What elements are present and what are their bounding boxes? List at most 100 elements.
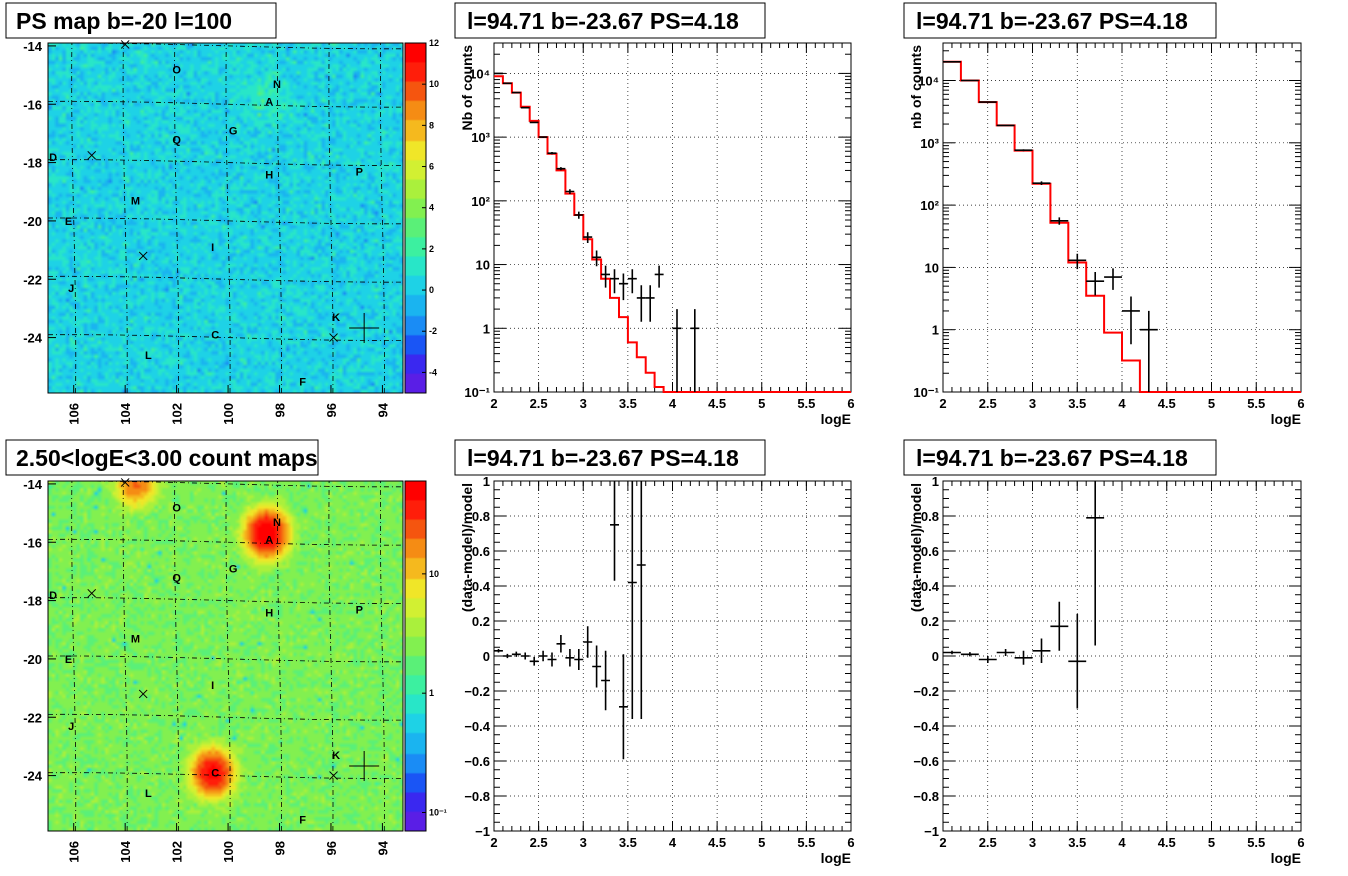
source-label: I: [211, 242, 214, 254]
data-point-errorbar: [619, 273, 628, 301]
plot-frame: [942, 480, 1302, 832]
y-axis-title: Nb of counts: [459, 45, 475, 131]
colorbar-tick-label: 8: [429, 120, 434, 130]
data-point-errorbar: [1068, 614, 1087, 709]
x-tick-label: 102: [170, 841, 185, 863]
source-label: A: [265, 534, 273, 546]
source-label: H: [265, 607, 273, 619]
data-point-errorbar: [538, 650, 548, 662]
x-tick-label: 102: [170, 403, 185, 425]
known-source-cross-marker: [329, 333, 338, 342]
x-tick-label: 4.5: [708, 835, 726, 850]
spectrum-fine-panel: l=94.71 b=-23.67 PS=4.18 2 2.5 3 3.5 4 4.5 5 5.…: [454, 2, 855, 427]
data-point-errorbar: [627, 481, 637, 719]
data-point-errorbar: [1086, 272, 1105, 296]
x-tick-label: 5.5: [1247, 835, 1265, 850]
y-tick-label: -16: [23, 535, 42, 550]
data-point-errorbar: [538, 136, 548, 138]
y-tick-label: −1: [475, 824, 490, 839]
count-map-heatmap: [48, 481, 403, 831]
source-label: K: [332, 312, 340, 324]
data-point-errorbar: [565, 649, 575, 667]
source-label: F: [299, 814, 306, 826]
data-point-errorbar: [960, 79, 979, 82]
source-label: I: [211, 680, 214, 692]
ps-map-overlay: O NA Q G D H P M E I J K C L F: [47, 40, 404, 394]
data-point-errorbar: [520, 106, 530, 109]
data-point-errorbar: [645, 285, 655, 322]
y-tick-label: -14: [23, 39, 43, 54]
colorbar-tick-label: 10: [429, 569, 439, 579]
target-position-marker: [349, 750, 380, 781]
colorbar-tick-label: 2: [429, 244, 434, 254]
known-source-cross-marker: [138, 251, 148, 261]
x-axis-title: logE: [821, 411, 851, 427]
x-tick-label: 2.5: [530, 835, 548, 850]
data-point-errorbar: [1014, 650, 1033, 665]
map-grid-meridian: [380, 42, 385, 394]
y-tick-label: -24: [23, 769, 43, 784]
y-tick-label: −0.4: [913, 719, 939, 734]
data-point-errorbar: [636, 481, 646, 719]
y-tick-label: 1: [483, 321, 490, 336]
source-label: F: [299, 376, 306, 388]
x-tick-label: 4.5: [1158, 396, 1176, 411]
known-source-cross-marker: [138, 689, 148, 699]
x-tick-label: 3: [1029, 396, 1036, 411]
plot-frame: [493, 480, 852, 832]
map-grid-meridian: [225, 42, 231, 394]
source-label: O: [172, 502, 181, 514]
map-grid-meridian: [380, 480, 385, 832]
data-point-errorbar: [627, 269, 637, 294]
data-point-errorbar: [583, 232, 593, 243]
y-tick-label: −0.6: [464, 754, 490, 769]
x-tick-label: 3.5: [619, 396, 637, 411]
source-label: G: [229, 564, 238, 576]
x-tick-label: 5: [1208, 396, 1215, 411]
y-tick-label: -20: [23, 652, 42, 667]
ps-map-heatmap: [48, 43, 403, 393]
y-axis-title: nb of counts: [908, 45, 924, 129]
source-label: O: [172, 64, 181, 76]
map-grid-meridian: [71, 480, 77, 832]
colorbar-tick-label: 10⁻¹: [429, 808, 447, 818]
y-tick-label: 0.4: [472, 579, 491, 594]
known-source-cross-marker: [120, 40, 130, 49]
colorbar-tick-label: 1: [429, 688, 434, 698]
ps-map-title: PS map b=-20 l=100: [16, 8, 232, 34]
x-tick-label: 5.5: [1247, 396, 1265, 411]
residual-fine-title-box: [454, 439, 766, 476]
y-tick-label: 10⁻¹: [464, 385, 490, 400]
count-map-title: 2.50<logE<3.00 count maps: [16, 445, 318, 471]
y-tick-label: 1: [932, 474, 939, 489]
x-tick-label: 3.5: [619, 835, 637, 850]
source-label: P: [356, 166, 363, 178]
y-tick-label: −1: [924, 824, 939, 839]
x-tick-label: 4: [1118, 835, 1126, 850]
y-tick-label: 10⁻¹: [913, 385, 939, 400]
y-tick-label: −0.4: [464, 719, 490, 734]
data-point-errorbar: [672, 309, 682, 392]
data-point-errorbar: [583, 626, 593, 658]
ps-map-colorbar-frame: [404, 42, 427, 394]
source-label: Q: [172, 134, 181, 146]
y-tick-label: -20: [23, 214, 42, 229]
y-tick-label: 0.2: [472, 614, 490, 629]
data-point-errorbar: [601, 650, 610, 711]
data-point-errorbar: [978, 656, 997, 663]
data-point-errorbar: [556, 635, 566, 653]
y-tick-label: 10²: [920, 198, 939, 213]
y-tick-label: 10³: [920, 136, 939, 151]
y-tick-label: −0.8: [913, 789, 939, 804]
data-point-errorbar: [1032, 181, 1051, 185]
y-tick-label: 0.8: [472, 509, 490, 524]
x-tick-label: 94: [375, 840, 390, 855]
data-point-errorbar: [1122, 296, 1140, 345]
source-label: J: [68, 721, 74, 733]
y-tick-label: 0: [932, 649, 939, 664]
x-tick-label: 98: [273, 841, 288, 855]
x-tick-label: 2.5: [979, 835, 997, 850]
source-label: L: [145, 788, 152, 800]
y-tick-label: 10⁴: [469, 66, 490, 81]
